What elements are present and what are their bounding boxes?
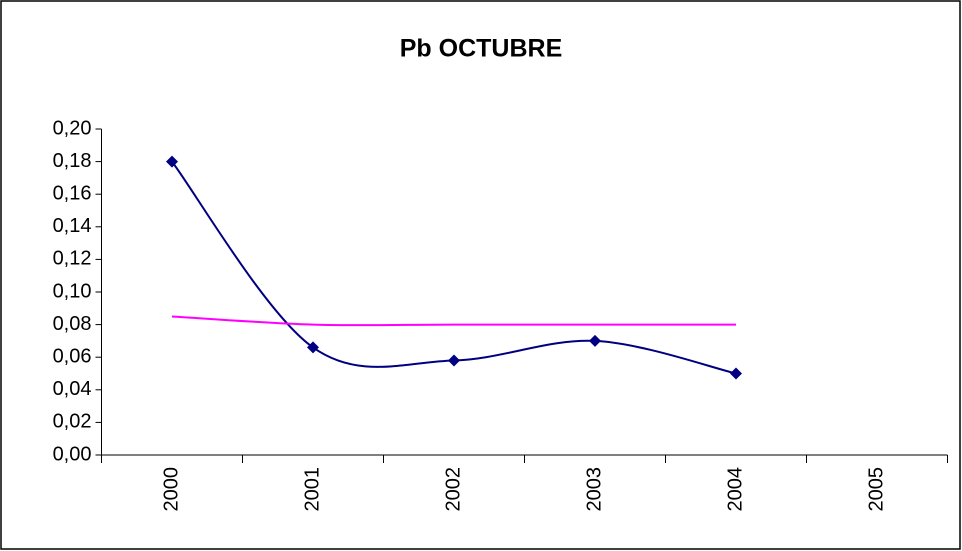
x-tick-label: 2002	[442, 467, 464, 512]
y-tick-label: 0,16	[53, 182, 92, 204]
y-tick-label: 0,00	[53, 443, 92, 465]
y-tick-label: 0,12	[53, 248, 92, 270]
y-tick-label: 0,14	[53, 215, 92, 237]
data-marker	[589, 334, 601, 347]
y-tick-label: 0,20	[53, 117, 92, 139]
y-tick-label: 0,04	[53, 378, 92, 400]
chart-title: Pb OCTUBRE	[400, 35, 563, 63]
x-tick-label: 2005	[865, 467, 887, 512]
y-tick-label: 0,08	[53, 313, 92, 335]
y-tick-label: 0,10	[53, 280, 92, 302]
data-marker	[448, 354, 460, 367]
x-tick-label: 2003	[583, 467, 605, 512]
data-marker	[730, 367, 742, 380]
y-tick-label: 0,18	[53, 150, 92, 172]
x-tick-label: 2004	[724, 467, 746, 512]
y-tick-label: 0,06	[53, 345, 92, 367]
y-tick-label: 0,02	[53, 411, 92, 433]
data-marker	[166, 155, 178, 168]
series-line	[171, 315, 736, 327]
x-tick-label: 2000	[160, 467, 182, 512]
x-tick-label: 2001	[301, 467, 323, 512]
data-marker	[307, 341, 319, 354]
